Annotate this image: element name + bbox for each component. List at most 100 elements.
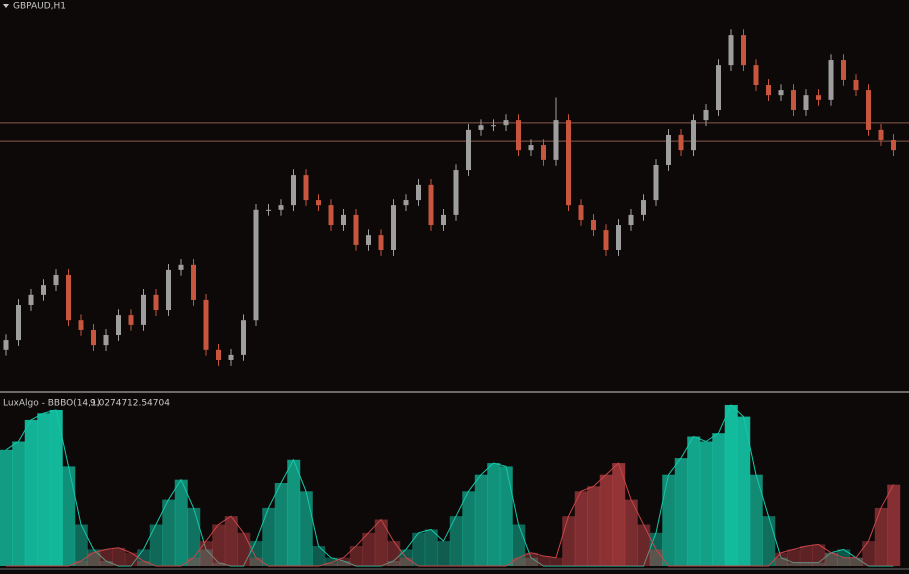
candle-body bbox=[666, 134, 671, 165]
area-column bbox=[424, 529, 438, 566]
area-column bbox=[49, 409, 63, 566]
candle-body bbox=[328, 205, 334, 226]
area-column bbox=[812, 562, 826, 566]
candle-body bbox=[103, 335, 109, 346]
indicator-value: 9.02747 bbox=[90, 399, 127, 409]
candle-body bbox=[703, 109, 709, 121]
dropdown-icon[interactable] bbox=[3, 4, 9, 8]
area-column bbox=[374, 519, 388, 566]
candle-body bbox=[441, 214, 446, 226]
area-column bbox=[212, 524, 226, 566]
candle-body bbox=[316, 200, 321, 206]
candle-body bbox=[716, 65, 721, 110]
candle-body bbox=[791, 90, 796, 110]
candle-body bbox=[653, 164, 659, 201]
candle-body bbox=[153, 294, 159, 311]
candle-body bbox=[628, 214, 634, 226]
candle-body bbox=[278, 205, 284, 210]
area-column bbox=[387, 561, 401, 566]
candle-body bbox=[391, 205, 396, 250]
area-column bbox=[499, 466, 513, 566]
area-column bbox=[449, 516, 463, 566]
area-column bbox=[162, 499, 176, 566]
area-column bbox=[524, 557, 538, 566]
area-column bbox=[674, 458, 688, 566]
candle-body bbox=[741, 35, 746, 66]
candle-body bbox=[266, 209, 271, 211]
indicator-title: LuxAlgo - BBBO(14,1) bbox=[3, 399, 100, 409]
indicator-value: 12.54704 bbox=[127, 399, 170, 409]
candle-body bbox=[216, 349, 221, 360]
candle-body bbox=[116, 315, 121, 336]
candle-body bbox=[803, 95, 809, 110]
area-column bbox=[787, 562, 801, 566]
area-column bbox=[237, 532, 251, 566]
candle-body bbox=[728, 35, 734, 66]
area-column bbox=[262, 507, 276, 566]
area-column bbox=[287, 459, 301, 566]
candle-body bbox=[53, 274, 59, 286]
area-column bbox=[487, 463, 501, 566]
area-column bbox=[312, 546, 326, 566]
candle-body bbox=[578, 205, 584, 220]
candle-body bbox=[878, 129, 884, 141]
area-column bbox=[762, 516, 776, 566]
candle-body bbox=[428, 184, 434, 226]
area-column bbox=[387, 541, 401, 566]
candle-body bbox=[353, 214, 359, 245]
area-column bbox=[74, 524, 88, 566]
area-column bbox=[412, 532, 426, 566]
candle-body bbox=[541, 145, 546, 160]
candle-body bbox=[616, 225, 621, 250]
candle-body bbox=[378, 235, 384, 250]
area-column bbox=[174, 479, 188, 566]
candle-body bbox=[516, 120, 521, 151]
candle-body bbox=[491, 125, 496, 127]
candle-body bbox=[503, 120, 509, 126]
area-column bbox=[137, 561, 151, 566]
candle-body bbox=[66, 274, 71, 321]
area-column bbox=[637, 524, 651, 566]
area-column bbox=[849, 557, 863, 566]
candle-body bbox=[341, 214, 346, 226]
area-column bbox=[887, 484, 901, 566]
candle-body bbox=[553, 120, 559, 160]
area-column bbox=[862, 541, 876, 566]
candle-body bbox=[253, 209, 259, 321]
candle-body bbox=[3, 340, 9, 350]
area-column bbox=[462, 491, 476, 566]
area-column bbox=[749, 474, 763, 566]
area-column bbox=[774, 552, 788, 566]
area-column bbox=[774, 557, 788, 566]
area-column bbox=[99, 549, 113, 566]
candle-body bbox=[178, 264, 184, 270]
area-column bbox=[824, 552, 838, 566]
candle-body bbox=[766, 85, 771, 96]
area-series bbox=[0, 404, 863, 566]
area-column bbox=[687, 436, 701, 566]
area-column bbox=[649, 549, 663, 566]
area-column bbox=[187, 557, 201, 566]
candle-body bbox=[291, 175, 296, 206]
candle-body bbox=[778, 90, 784, 96]
candle-body bbox=[366, 235, 371, 245]
candle-body bbox=[166, 269, 171, 311]
area-column bbox=[799, 562, 813, 566]
area-column bbox=[124, 552, 138, 566]
area-column bbox=[87, 549, 101, 566]
candle-body bbox=[566, 120, 571, 206]
area-column bbox=[874, 507, 888, 566]
candle-body bbox=[816, 95, 821, 100]
area-column bbox=[824, 552, 838, 566]
candle-body bbox=[16, 304, 21, 341]
candle-body bbox=[241, 320, 246, 355]
area-column bbox=[149, 524, 163, 566]
candle-body bbox=[641, 200, 646, 215]
candle-body bbox=[891, 140, 896, 151]
area-column bbox=[37, 413, 51, 566]
area-column bbox=[24, 419, 38, 566]
area-column bbox=[99, 561, 113, 566]
